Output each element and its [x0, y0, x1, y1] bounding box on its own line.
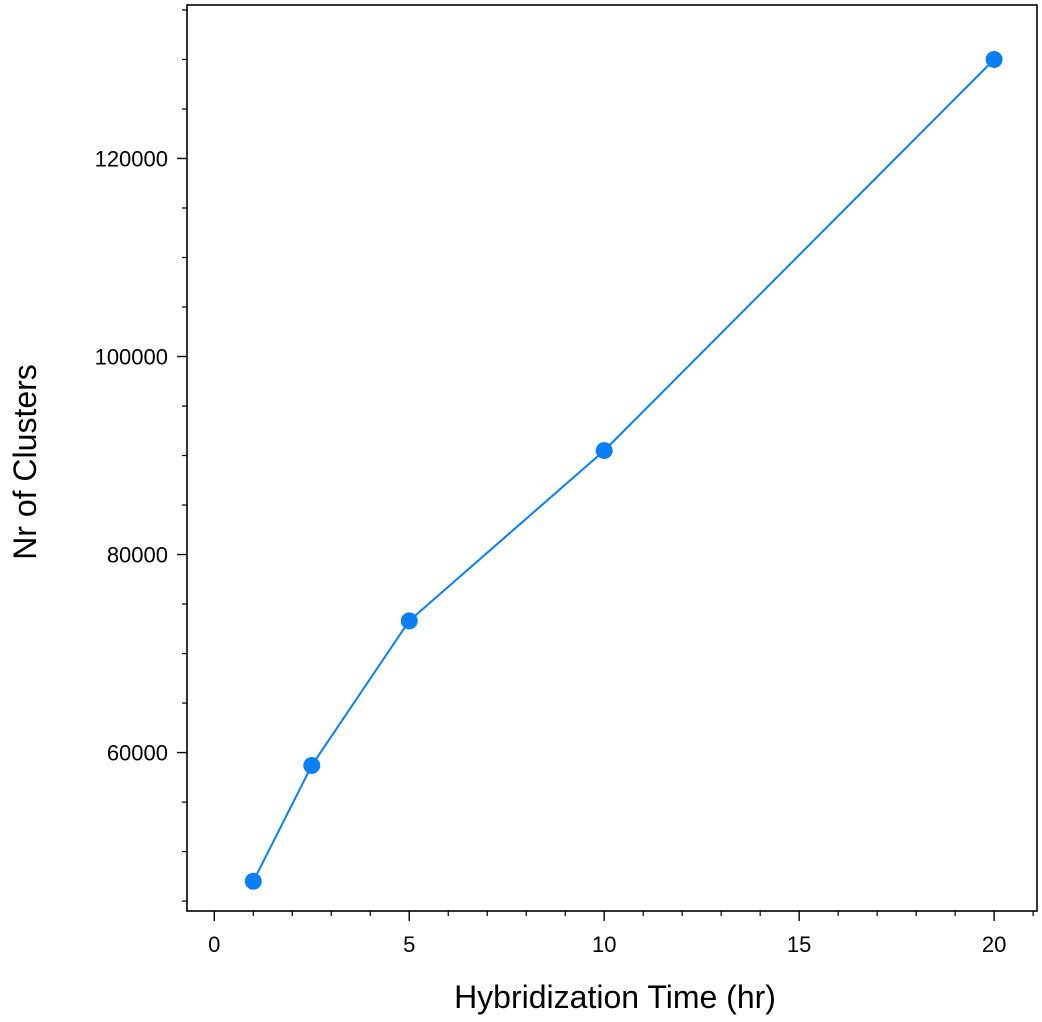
x-tick-label: 15 [787, 932, 811, 957]
axis-ticks: 0 5 10 15 20 60000 80000 100000 120000 [95, 9, 1034, 957]
y-tick-label: 80000 [107, 543, 168, 568]
y-tick-label: 60000 [107, 741, 168, 766]
y-tick-label: 120000 [95, 146, 168, 171]
data-point [400, 612, 418, 630]
series-line [252, 58, 995, 882]
x-tick-label: 10 [592, 932, 616, 957]
data-point [244, 872, 262, 890]
x-tick-label: 5 [403, 932, 415, 957]
data-point [303, 756, 321, 774]
series-layer [244, 50, 1003, 890]
x-axis-title: Hybridization Time (hr) [454, 979, 776, 1015]
plot-frame [186, 4, 1038, 912]
y-axis-title: Nr of Clusters [7, 364, 43, 560]
y-tick-label: 100000 [95, 345, 168, 370]
x-tick-label: 0 [208, 932, 220, 957]
x-tick-label: 20 [982, 932, 1006, 957]
data-point [595, 442, 613, 460]
data-point [985, 50, 1003, 68]
